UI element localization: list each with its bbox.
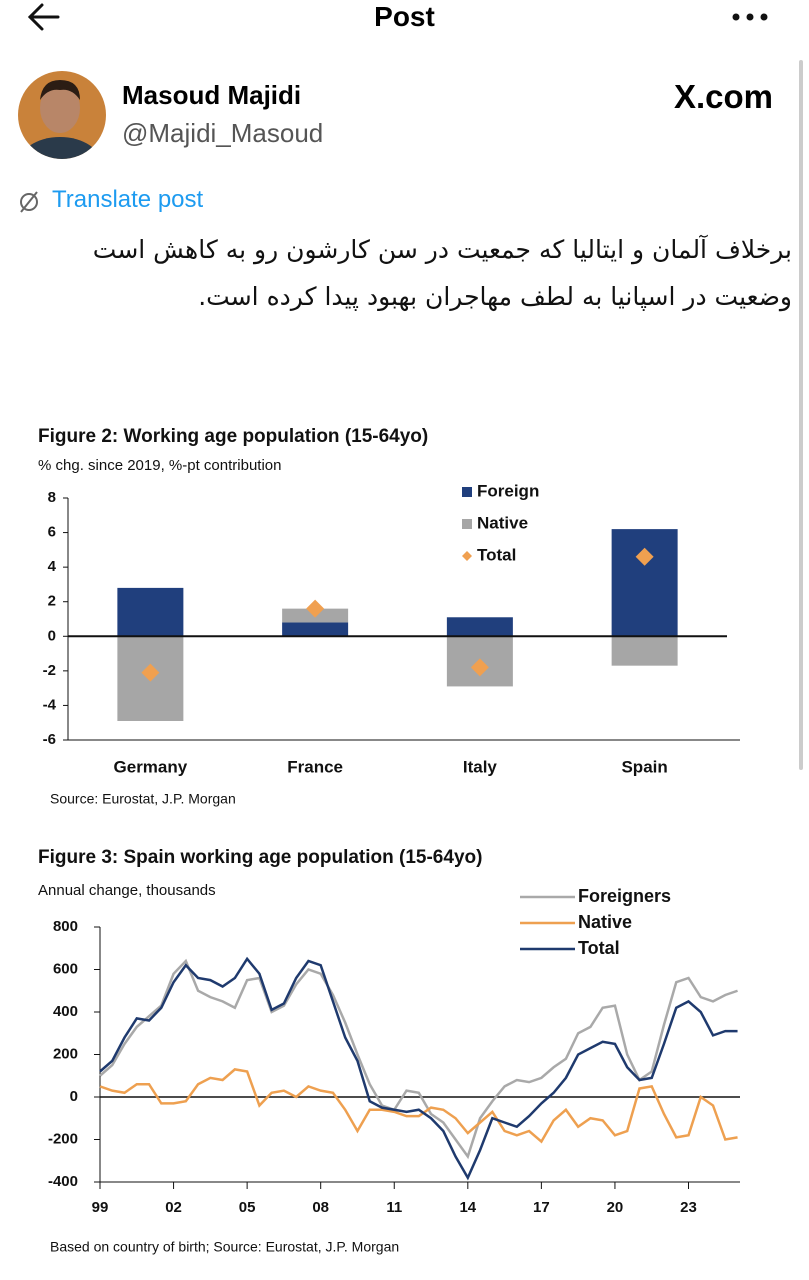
chart-subtitle: % chg. since 2019, %-pt contribution: [38, 457, 281, 474]
legend-label: Foreign: [477, 481, 539, 500]
bar: [117, 587, 184, 637]
dot: [732, 13, 740, 21]
x-tick-label: 14: [459, 1199, 476, 1216]
x-tick-label: Italy: [463, 757, 498, 776]
avatar-face: [40, 83, 80, 133]
y-tick-label: 6: [48, 524, 56, 541]
series-line: [99, 1068, 738, 1144]
header-title: Post: [374, 1, 435, 32]
y-tick-label: -400: [48, 1173, 78, 1190]
y-tick-label: 400: [53, 1003, 78, 1020]
bar: [611, 529, 678, 637]
series-line: [99, 956, 738, 1181]
avatar[interactable]: [18, 71, 106, 193]
x-tick-label: 11: [386, 1199, 402, 1216]
y-tick-label: -2: [43, 662, 56, 679]
y-tick-label: 2: [48, 593, 56, 610]
x-tick-label: Spain: [621, 757, 667, 776]
legend-label: Native: [477, 513, 528, 532]
x-tick-label: 20: [607, 1199, 624, 1216]
avatar-hair: [40, 80, 80, 100]
y-tick-label: 600: [53, 960, 78, 977]
x-tick-label: Germany: [114, 757, 188, 776]
x-tick-label: 17: [533, 1199, 550, 1216]
x-tick-label: France: [287, 757, 343, 776]
total-marker: [470, 658, 489, 677]
bar: [611, 636, 678, 666]
bar: [282, 622, 349, 637]
translate-icon: [20, 191, 38, 213]
dot: [746, 13, 754, 21]
y-tick-label: 800: [53, 918, 78, 935]
chart-title: Figure 3: Spain working age population (…: [38, 847, 482, 868]
x-tick-label: 02: [165, 1199, 182, 1216]
x-tick-label: 08: [312, 1199, 329, 1216]
legend-swatch: [462, 487, 472, 497]
total-marker: [635, 547, 654, 566]
legend-label: Native: [578, 912, 632, 932]
back-arrow: [27, 3, 60, 31]
legend-swatch: [462, 519, 472, 529]
y-tick-label: -200: [48, 1130, 78, 1147]
scrollbar: [799, 60, 803, 770]
post-text: برخلاف آلمان و ایتالیا که جمعیت در سن کا…: [92, 235, 792, 311]
back-button[interactable]: [27, 3, 60, 31]
series-line: [99, 958, 738, 1160]
chart-source: Based on country of birth; Source: Euros…: [50, 1239, 399, 1255]
chart-source: Source: Eurostat, J.P. Morgan: [50, 791, 236, 807]
chart-title: Figure 2: Working age population (15-64y…: [38, 426, 428, 447]
legend-swatch: [462, 551, 472, 561]
x-tick-label: 23: [680, 1199, 697, 1216]
author-handle[interactable]: @Majidi_Masoud: [122, 118, 324, 148]
y-tick-label: 0: [48, 627, 56, 644]
chart-subtitle: Annual change, thousands: [38, 882, 216, 899]
y-tick-label: 200: [53, 1045, 78, 1062]
y-tick-label: -4: [43, 696, 57, 713]
x-tick-label: 05: [239, 1199, 256, 1216]
total-marker: [306, 599, 325, 618]
y-tick-label: 8: [48, 489, 56, 506]
total-marker: [141, 663, 160, 682]
legend-label: Total: [477, 545, 516, 564]
y-tick-label: 4: [48, 558, 57, 575]
y-tick-label: 0: [70, 1088, 78, 1105]
avatar-body: [18, 137, 102, 159]
translate-link[interactable]: Translate post: [52, 186, 204, 213]
dot: [760, 13, 768, 21]
author-name[interactable]: Masoud Majidi: [122, 80, 302, 110]
bar: [446, 617, 513, 637]
source-logo: X.com: [673, 78, 773, 115]
legend-label: Total: [578, 938, 620, 958]
legend-label: Foreigners: [578, 886, 671, 906]
y-tick-label: -6: [43, 731, 56, 748]
x-tick-label: 99: [92, 1199, 109, 1216]
more-button[interactable]: [732, 13, 768, 21]
